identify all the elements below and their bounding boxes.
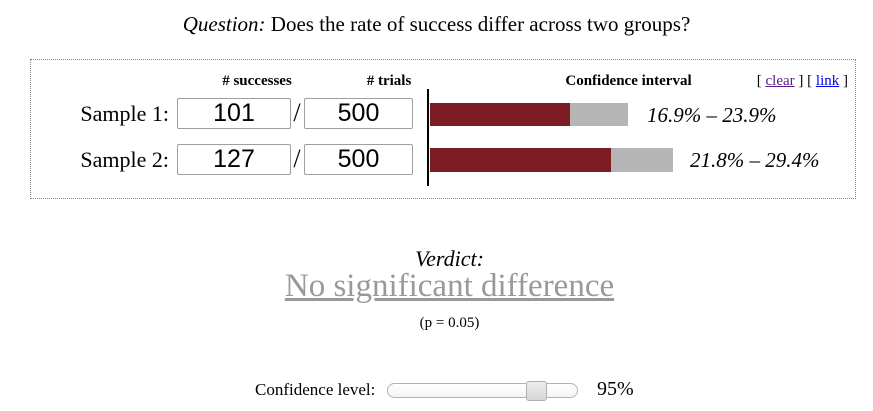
- slider-track[interactable]: [387, 383, 578, 398]
- question-label: Question:: [182, 12, 266, 36]
- bracket-close: ]: [839, 73, 848, 89]
- question-text: Does the rate of success differ across t…: [265, 12, 691, 36]
- sample-2-ci-bar: [430, 148, 674, 172]
- verdict-heading: Verdict:: [415, 246, 484, 271]
- sample-1-divider: /: [293, 98, 301, 127]
- clear-link[interactable]: clear: [765, 73, 795, 89]
- successes-column-header: # successes: [222, 73, 292, 89]
- panel-links: [ clear ] [ link ]: [757, 73, 848, 90]
- slider-thumb[interactable]: [526, 381, 547, 401]
- permalink-link[interactable]: link: [815, 73, 840, 89]
- samples-panel: # successes # trials Confidence interval…: [30, 59, 856, 199]
- bracket-between: ] [: [794, 73, 816, 89]
- sample-1-ci-range: 16.9% – 23.9%: [647, 103, 777, 127]
- bracket-open: [: [756, 73, 766, 89]
- sample-2-trials-input[interactable]: [304, 144, 413, 175]
- confidence-level-slider[interactable]: [387, 381, 578, 401]
- trials-column-header: # trials: [366, 73, 412, 89]
- sample-1-successes-input[interactable]: [177, 98, 291, 129]
- confidence-level-label: Confidence level:: [255, 380, 376, 399]
- question-title: Question: Does the rate of success diffe…: [0, 12, 873, 37]
- confidence-level-value: 95%: [597, 378, 634, 400]
- sample-2-divider: /: [293, 144, 301, 173]
- sample-1-ci-bar: [430, 103, 628, 126]
- sample-2-ci-bar-lower-segment: [430, 148, 611, 172]
- sample-1-label: Sample 1:: [80, 101, 169, 126]
- bar-chart-axis: [427, 89, 429, 186]
- verdict-p-note: (p = 0.05): [419, 315, 480, 331]
- sample-1-ci-bar-lower-segment: [430, 103, 570, 126]
- sample-1-trials-input[interactable]: [304, 98, 413, 129]
- sample-2-successes-input[interactable]: [177, 144, 291, 175]
- verdict-result: No significant difference: [284, 268, 615, 304]
- sample-1-ci-bar-upper-segment: [569, 103, 628, 126]
- sample-2-ci-bar-upper-segment: [610, 148, 674, 172]
- sample-2-ci-range: 21.8% – 29.4%: [690, 148, 820, 172]
- sample-2-label: Sample 2:: [80, 147, 169, 172]
- confidence-interval-header: Confidence interval: [565, 73, 692, 89]
